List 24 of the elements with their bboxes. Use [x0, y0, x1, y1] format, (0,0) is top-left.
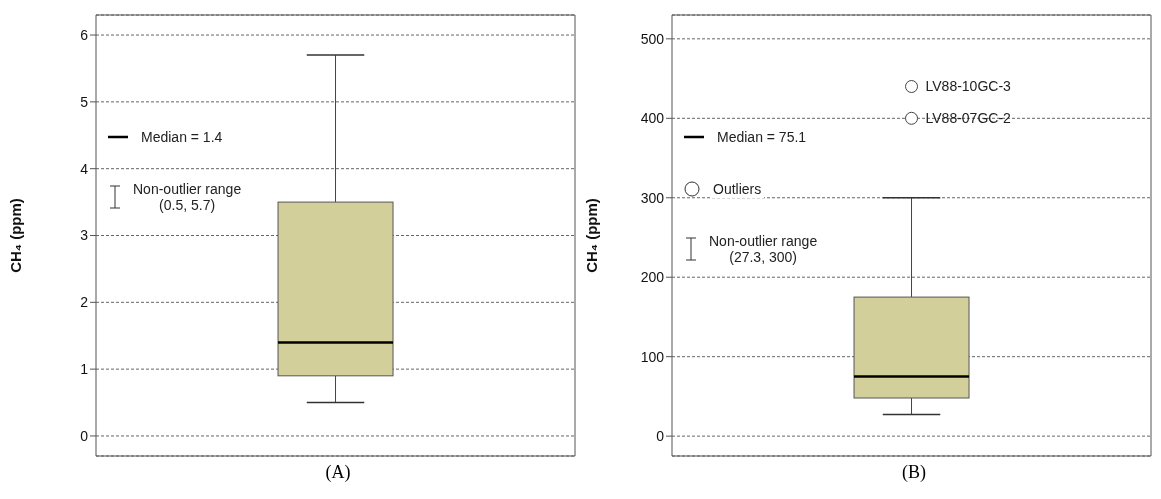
- y-tick-label: 100: [640, 348, 665, 365]
- y-tick-label: 3: [80, 227, 89, 244]
- y-tick-label: 2: [80, 294, 89, 311]
- annotation: Median = 1.4: [138, 128, 226, 146]
- annotation: Non-outlier range (0.5, 5.7): [130, 180, 245, 214]
- annotation: Non-outlier range (27.3, 300): [706, 232, 821, 266]
- y-tick-label: 400: [640, 110, 665, 127]
- annotation: LV88-10GC-3: [925, 78, 1012, 95]
- y-axis-title: CH₄ (ppm): [583, 198, 601, 273]
- y-tick-label: 300: [640, 189, 665, 206]
- x-axis-title: (A): [324, 462, 352, 483]
- y-axis-title: CH₄ (ppm): [7, 198, 25, 273]
- x-axis-title: (B): [901, 462, 927, 483]
- y-tick-label: 4: [80, 160, 89, 177]
- y-tick-label: 200: [640, 269, 665, 286]
- y-tick-label: 0: [80, 427, 89, 444]
- annotation: Median = 75.1: [714, 128, 810, 146]
- y-tick-label: 6: [80, 27, 89, 44]
- annotation: LV88-07GC-2: [925, 110, 1012, 127]
- y-tick-label: 5: [80, 93, 89, 110]
- annotation: Outliers: [710, 180, 765, 198]
- y-tick-label: 1: [80, 361, 89, 378]
- y-tick-label: 500: [640, 30, 665, 47]
- y-tick-label: 0: [656, 428, 665, 445]
